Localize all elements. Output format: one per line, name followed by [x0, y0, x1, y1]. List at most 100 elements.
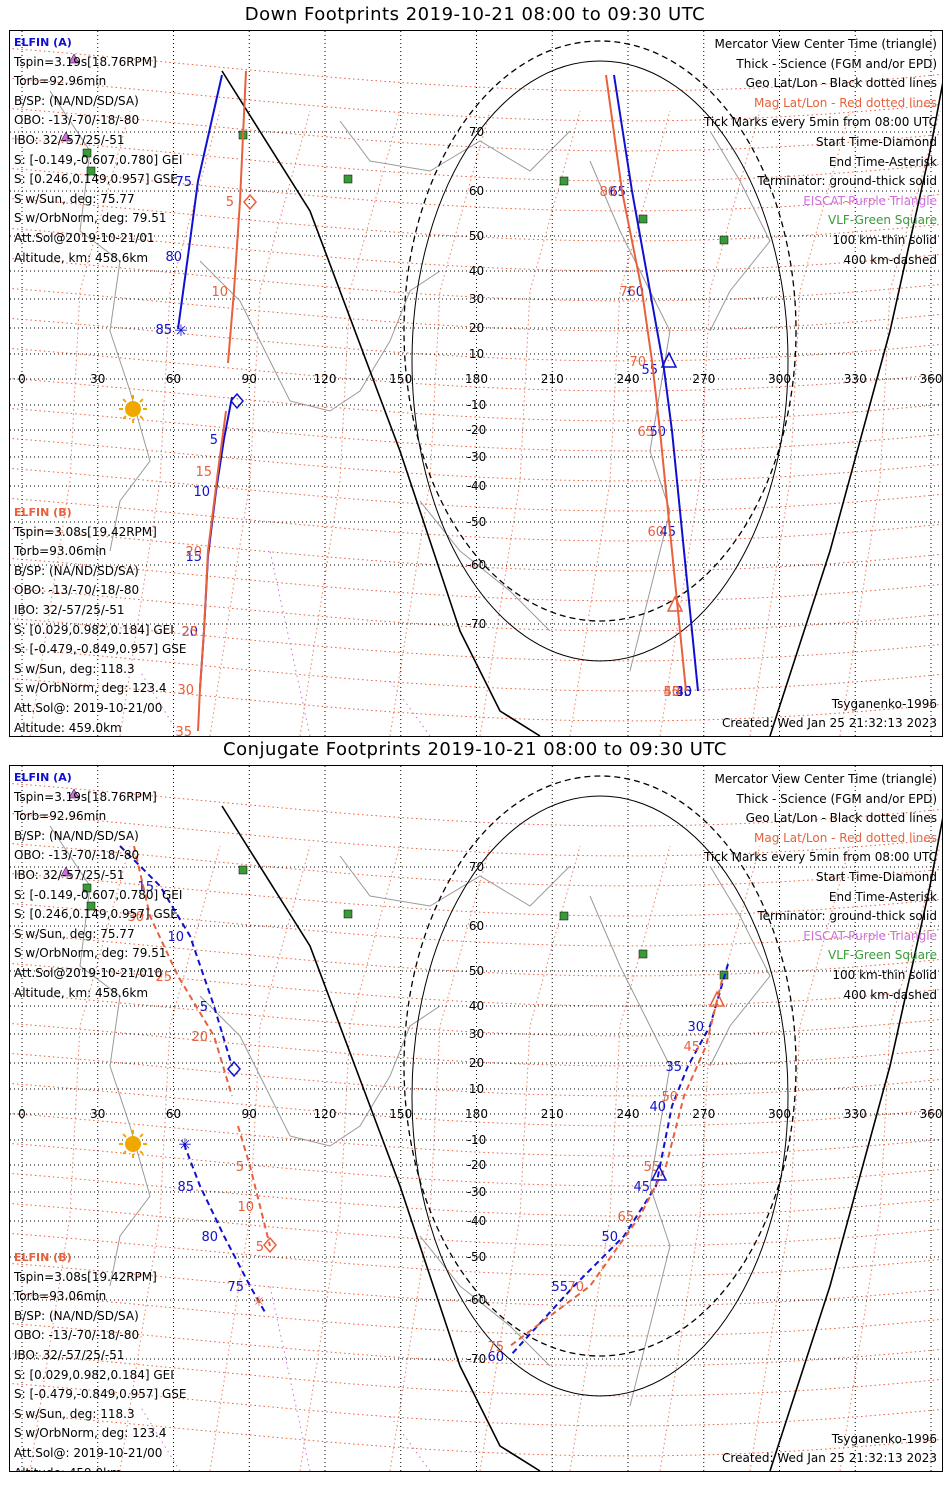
legend-item: Terminator: ground-thick solid: [757, 174, 937, 189]
coastline: [589, 160, 671, 672]
start-diamond-icon: [243, 193, 257, 211]
mag-lat-line: [10, 1352, 942, 1397]
probe-a-line: Altitude, km: 458.6km: [14, 985, 149, 1000]
sun-ray: [139, 398, 144, 403]
probe-b-line: Tspin=3.08s[19.42RPM]: [14, 1269, 157, 1284]
eiscat-line: [269, 550, 311, 736]
probe-b-track-tick-label: 70: [629, 355, 646, 370]
coastline: [199, 260, 441, 412]
probe-a-track-tick-label: 30: [675, 685, 692, 700]
probe-b-line: S: [0.029,0.982,0.184] GEI: [14, 1367, 174, 1382]
probe-b-track: [509, 979, 723, 1347]
probe-a-track-tick-label: 35: [665, 1060, 682, 1075]
legend-item: Geo Lat/Lon - Black dotted lines: [745, 76, 937, 91]
legend-item: Terminator: ground-thick solid: [757, 909, 937, 924]
lat-tick-label: 70: [469, 125, 484, 139]
lon-tick-label: 330: [844, 372, 867, 386]
terminator-line: [769, 82, 942, 736]
probe-b-line: Torb=93.06min: [14, 544, 107, 559]
legend-item: 100 km-thin solid: [832, 232, 937, 247]
lon-tick-label: 270: [692, 372, 715, 386]
probe-b-line: Att.Sol@: 2019-10-21/00: [14, 1445, 163, 1460]
probe-a-line: S: [-0.149,-0.607,0.780] GEI: [14, 887, 183, 902]
probe-b-track-tick-label: 5: [256, 1240, 264, 1255]
legend-item: Thick - Science (FGM and/or EPD): [736, 791, 937, 806]
lat-tick-label: 60: [469, 919, 484, 933]
probe-a-line: S: [-0.149,-0.607,0.780] GEI: [14, 152, 183, 167]
probe-a-line: S w/Sun, deg: 75.77: [14, 191, 135, 206]
probe-a-track-tick-label: 80: [165, 250, 182, 265]
probe-a-track: [509, 963, 729, 1357]
eiscat-station-icon: [60, 866, 72, 877]
probe-b-track-tick-label: 5: [236, 1160, 244, 1175]
probe-a-track-tick-label: 45: [633, 1180, 650, 1195]
mag-lon-line: [479, 845, 581, 1471]
vlf-station-icon: [343, 909, 353, 919]
mag-lat-line: [10, 782, 942, 827]
lat-tick-label: -40: [467, 479, 487, 493]
probe-b-line: S w/Sun, deg: 118.3: [14, 661, 135, 676]
probe-b-track-tick-label: 10: [237, 1200, 254, 1215]
mag-lat-line: [10, 1322, 942, 1367]
probe-a-line: Tspin=3.19s[18.76RPM]: [14, 789, 157, 804]
legend-item: EISCAT-Purple Triangle: [803, 193, 937, 208]
mag-lon-line: [299, 110, 401, 736]
panel-title-down: Down Footprints 2019-10-21 08:00 to 09:3…: [244, 4, 706, 25]
legend-item: Geo Lat/Lon - Black dotted lines: [745, 811, 937, 826]
mag-lat-line: [10, 287, 942, 332]
probe-b-track-tick-label: 65: [617, 1210, 634, 1225]
lon-tick-label: 360: [920, 1107, 942, 1121]
mag-lat-line: [10, 1082, 942, 1127]
mag-lat-line: [10, 1022, 942, 1067]
probe-b-line: Altitude: 459.0km: [14, 720, 122, 735]
center-time-triangle-icon: [666, 595, 684, 612]
probe-a-line: Torb=92.96min: [14, 809, 107, 824]
mag-lat-line: [10, 812, 942, 857]
mag-lat-line: [10, 617, 942, 662]
mag-lat-line: [10, 992, 942, 1037]
end-asterisk-icon: ✳: [178, 1135, 191, 1154]
eiscat-station-icon: [68, 53, 80, 64]
mag-lat-line: [10, 317, 942, 362]
mercator-map-conjugate: 0 30 60 90 120 150 180 210 240 270 300 330 360 70 60 50…: [10, 766, 942, 1471]
lon-tick-label: 90: [242, 1107, 257, 1121]
probe-b-track: [605, 74, 687, 692]
legend-item: 400 km-dashed: [843, 987, 937, 1002]
mag-lat-line: [10, 407, 942, 452]
mag-lon-line: [479, 110, 581, 736]
probe-a-track-tick-label: 50: [601, 1230, 618, 1245]
coastline: [589, 895, 671, 1407]
lon-tick-label: 300: [768, 372, 791, 386]
probe-a-track-tick-label: 55: [551, 1280, 568, 1295]
vlf-station-icon: [238, 865, 248, 875]
lat-tick-label: 20: [469, 321, 484, 335]
center-time-triangle-icon: [660, 351, 678, 368]
sun-ray: [122, 398, 127, 403]
lat-tick-label: -20: [467, 423, 487, 437]
probe-b-header: ELFIN (B): [14, 1251, 72, 1264]
mag-lat-line: [10, 677, 942, 722]
lon-tick-label: 180: [465, 372, 488, 386]
mag-lat-line: [10, 557, 942, 602]
legend-item: Start Time-Diamond: [815, 869, 937, 884]
coastline: [419, 500, 551, 632]
center-time-triangle-icon: [650, 1164, 668, 1181]
lon-tick-label: 120: [314, 372, 337, 386]
lat-tick-label: 60: [469, 184, 484, 198]
probe-b-track: [227, 70, 247, 364]
lon-tick-label: 150: [389, 1107, 412, 1121]
probe-a-header: ELFIN (A): [14, 36, 72, 49]
lat-tick-label: 30: [469, 1027, 484, 1041]
mag-lat-line: [10, 842, 942, 887]
coastline: [49, 825, 151, 1287]
probe-a-line: IBO: 32/-57/25/-51: [14, 867, 125, 882]
lon-tick-label: 360: [920, 372, 942, 386]
footprint-400km-oval: [403, 775, 797, 1357]
lat-tick-label: -40: [467, 1214, 487, 1228]
mag-lat-line: [10, 197, 942, 242]
mag-lat-line: [10, 377, 942, 422]
probe-a-track-tick-label: 60: [627, 285, 644, 300]
probe-b-track: [237, 1125, 271, 1247]
legend-item: VLF-Green Square: [828, 213, 937, 228]
probe-b-line: S: [-0.479,-0.849,0.957] GSE: [14, 1387, 187, 1402]
